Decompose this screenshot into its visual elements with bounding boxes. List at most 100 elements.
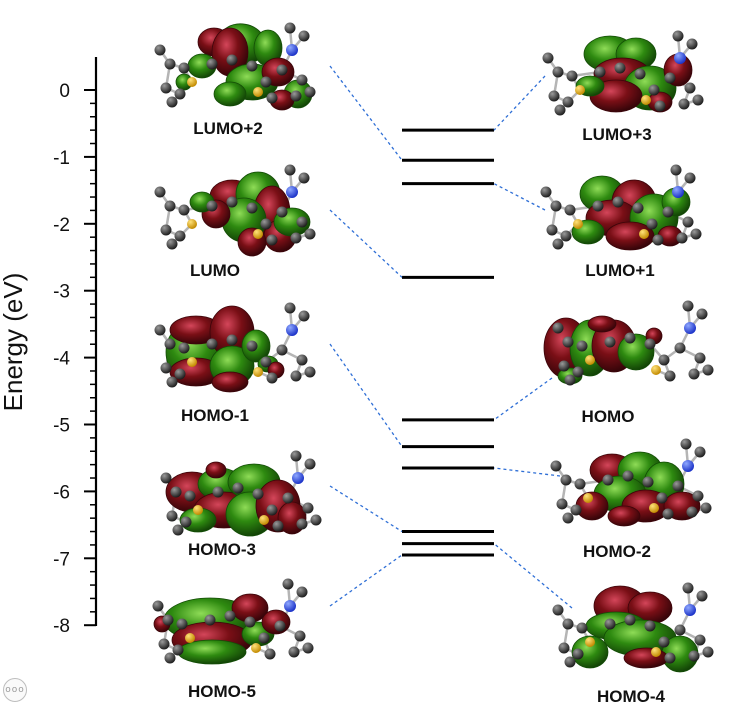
carbon-atom [672,30,684,42]
nitrogen-atom [684,604,696,616]
more-icon[interactable]: ooo [3,678,27,702]
carbon-atom [634,68,646,80]
carbon-atom [574,478,586,490]
carbon-atom [154,186,166,198]
carbon-atom [558,360,570,372]
carbon-atom [160,472,172,484]
carbon-atom [284,22,296,34]
carbon-atom [686,38,698,50]
carbon-atom [696,590,708,602]
nitrogen-atom [672,186,684,198]
carbon-atom [602,474,614,486]
connector [329,209,403,278]
carbon-atom [672,480,684,492]
carbon-atom [296,216,308,228]
carbon-atom [576,340,588,352]
molecule-homo-minus-5 [152,578,314,665]
carbon-atom [226,54,238,66]
carbon-atom [548,90,560,102]
carbon-atom [226,334,238,346]
carbon-atom [570,504,582,516]
nitrogen-atom [286,186,298,198]
carbon-atom [180,516,192,528]
carbon-atom [664,652,676,664]
carbon-atom [560,474,572,486]
energy-levels [402,128,494,557]
carbon-atom [246,340,258,352]
carbon-atom [296,518,308,530]
carbon-atom [690,228,702,240]
label-homo-minus-2: HOMO-2 [583,542,651,561]
carbon-atom [556,498,568,510]
nitrogen-atom [684,322,696,334]
carbon-atom [662,508,674,520]
connector [493,467,561,477]
carbon-atom [166,238,178,250]
carbon-atom [694,446,706,458]
tick-label: -4 [53,349,70,370]
sulfur-atom [251,643,261,653]
carbon-atom [680,438,692,450]
carbon-atom [652,234,664,246]
carbon-atom [694,634,706,646]
carbon-atom [554,104,566,116]
carbon-atom [692,94,704,106]
carbon-atom [170,486,182,498]
carbon-atom [542,52,554,64]
carbon-atom [164,58,176,70]
carbon-atom [564,656,576,668]
red-lobe [605,221,655,251]
axis-title: Energy (eV) [0,273,28,412]
green-lobe [213,81,247,107]
carbon-atom [272,520,284,532]
carbon-atom [184,490,196,502]
carbon-atom [684,82,696,94]
nitrogen-atom [674,52,686,64]
sulfur-atom [651,647,661,657]
carbon-atom [266,372,278,384]
carbon-atom [298,172,310,184]
carbon-atom [164,652,176,664]
carbon-atom [678,98,690,110]
green-lobe [571,635,609,669]
label-homo-minus-3: HOMO-3 [188,540,256,559]
carbon-atom [632,202,644,214]
carbon-atom [244,616,256,628]
carbon-atom [644,620,656,632]
carbon-atom [688,650,700,662]
carbon-atom [572,648,584,660]
carbon-atom [562,96,574,108]
sulfur-atom [259,515,269,525]
carbon-atom [552,66,564,78]
label-homo-minus-5: HOMO-5 [188,682,256,701]
carbon-atom [232,482,244,494]
molecule-homo-minus-3 [160,450,322,537]
tick-label: -8 [53,616,70,637]
sulfur-atom [651,365,661,375]
carbon-atom [266,234,278,246]
carbon-atom [298,310,310,322]
carbon-atom [172,644,184,656]
carbon-atom [604,336,616,348]
carbon-atom [290,450,302,462]
carbon-atom [296,354,308,366]
carbon-atom [174,88,186,100]
carbon-atom [174,368,186,380]
carbon-atom [564,204,576,216]
carbon-atom [566,70,578,82]
carbon-atom [166,510,178,522]
sulfur-atom [253,229,263,239]
red-lobe [587,315,617,333]
carbon-atom [206,338,218,350]
carbon-atom [264,648,276,660]
carbon-atom [614,62,626,74]
sulfur-atom [187,357,197,367]
carbon-atom [682,300,694,312]
sulfur-atom [185,633,195,643]
carbon-atom [692,490,704,502]
carbon-atom [612,196,624,208]
carbon-atom [178,62,190,74]
carbon-atom [178,342,190,354]
tick-label: -5 [53,416,70,437]
